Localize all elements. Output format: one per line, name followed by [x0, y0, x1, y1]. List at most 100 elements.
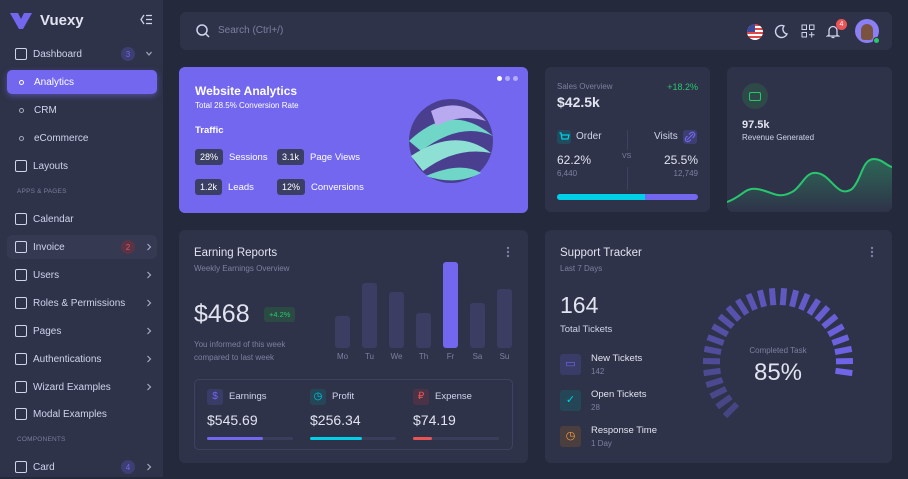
sidebar-item-label: Authentications [33, 354, 101, 365]
stat-label: Page Views [310, 152, 360, 163]
collapse-menu-icon[interactable] [140, 14, 153, 25]
circle-icon [19, 108, 24, 113]
sidebar-item-users[interactable]: Users [7, 263, 157, 287]
gauge-segment [792, 290, 796, 306]
menu-icon [15, 269, 27, 281]
ticket-icon: ▭ [560, 354, 581, 375]
circle-icon [19, 80, 24, 85]
stat-value: 3.1k [277, 149, 304, 165]
earning-bar-Su[interactable] [497, 289, 512, 348]
sidebar-item-pages[interactable]: Pages [7, 319, 157, 343]
gauge-segment [713, 326, 728, 334]
sidebar-item-label: Dashboard [33, 49, 82, 60]
ticket-stat-value: 1 Day [591, 439, 612, 448]
stat-label: Conversions [311, 182, 364, 193]
earning-bar-Mo[interactable] [335, 316, 350, 348]
earning-bar-We[interactable] [389, 292, 404, 348]
breakdown-value: $545.69 [207, 412, 258, 428]
sidebar-item-authentications[interactable]: Authentications [7, 347, 157, 371]
sidebar-item-wizard-examples[interactable]: Wizard Examples [7, 375, 157, 399]
vuexy-logo-icon [10, 13, 32, 29]
card-title: Website Analytics [195, 84, 297, 98]
breakdown-progress [310, 437, 396, 440]
bar-day-label: Fr [439, 352, 462, 361]
sales-overview-card: Sales Overview +18.2% $42.5k Order Visit… [545, 67, 710, 212]
menu-icon [15, 241, 27, 253]
sidebar-item-ecommerce[interactable]: eCommerce [7, 126, 157, 150]
count-badge: 2 [121, 240, 135, 254]
breakdown-label: Expense [435, 391, 472, 402]
gauge-segment [772, 288, 773, 305]
gauge-segment [832, 337, 848, 343]
menu-icon [15, 160, 27, 172]
menu-icon [15, 408, 27, 420]
menu-icon [15, 325, 27, 337]
breakdown-value: $256.34 [310, 412, 361, 428]
bar-day-label: Tu [358, 352, 381, 361]
earning-note: compared to last week [194, 353, 274, 362]
brand-name: Vuexy [40, 12, 84, 29]
menu-icon [15, 461, 27, 473]
earning-bar-Tu[interactable] [362, 283, 377, 348]
theme-moon-icon[interactable] [774, 24, 789, 39]
menu-icon [15, 297, 27, 309]
total-tickets-label: Total Tickets [560, 324, 612, 335]
breakdown-progress [413, 437, 499, 440]
sidebar-item-roles-permissions[interactable]: Roles & Permissions [7, 291, 157, 315]
more-options-icon[interactable] [870, 246, 874, 258]
stat-value: 1.2k [195, 179, 222, 195]
ticket-stat-label: New Tickets [591, 353, 642, 364]
3d-sphere-illustration [401, 91, 501, 191]
check-circle-icon: ✓ [560, 390, 581, 411]
more-options-icon[interactable] [506, 246, 510, 258]
gauge-segment [801, 294, 808, 310]
shortcuts-grid-icon[interactable] [801, 24, 815, 38]
language-flag-icon[interactable] [747, 24, 763, 40]
menu-icon [15, 48, 27, 60]
visits-label: Visits [654, 131, 678, 142]
earning-bar-Fr[interactable] [443, 262, 458, 348]
menu-icon [15, 381, 27, 393]
traffic-stat: 28%Sessions [195, 149, 268, 165]
order-visits-progress [557, 194, 698, 200]
breakdown-label: Earnings [229, 391, 267, 402]
bar-day-label: Th [412, 352, 435, 361]
chevron-down-icon [146, 50, 152, 58]
revenue-label: Revenue Generated [742, 133, 814, 142]
stat-value: 28% [195, 149, 223, 165]
sidebar-item-layouts[interactable]: Layouts [7, 154, 157, 178]
sidebar-item-label: Card [33, 462, 55, 473]
gauge-segment [817, 307, 828, 320]
earning-bar-Sa[interactable] [470, 303, 485, 348]
order-percent: 62.2% [557, 153, 591, 167]
circle-icon [19, 136, 24, 141]
gauge-segment [717, 397, 731, 407]
sidebar-item-modal-examples[interactable]: Modal Examples [7, 402, 157, 426]
chevron-right-icon [146, 327, 152, 335]
card-subtitle: Last 7 Days [560, 264, 602, 273]
earning-value: $468 [194, 300, 250, 329]
brand-logo[interactable]: Vuexy [10, 12, 84, 29]
sidebar-item-crm[interactable]: CRM [7, 98, 157, 122]
gauge-label: Completed Task [728, 346, 828, 355]
earning-bar-Th[interactable] [416, 313, 431, 348]
bar-day-label: Su [493, 352, 516, 361]
carousel-dots[interactable] [497, 76, 518, 81]
ticket-stat-value: 142 [591, 367, 604, 376]
sidebar-item-analytics[interactable]: Analytics [7, 70, 157, 94]
sidebar-item-label: Wizard Examples [33, 382, 111, 393]
search-input[interactable]: Search (Ctrl+/) [218, 25, 283, 36]
gauge-segment [706, 380, 722, 385]
total-tickets-value: 164 [560, 292, 598, 319]
order-count: 6,440 [557, 169, 577, 178]
sidebar-item-calendar[interactable]: Calendar [7, 207, 157, 231]
chevron-right-icon [146, 463, 152, 471]
ticket-stat-label: Response Time [591, 425, 657, 436]
order-label: Order [576, 131, 602, 142]
visits-percent: 25.5% [664, 153, 698, 167]
vs-label: VS [622, 153, 631, 160]
